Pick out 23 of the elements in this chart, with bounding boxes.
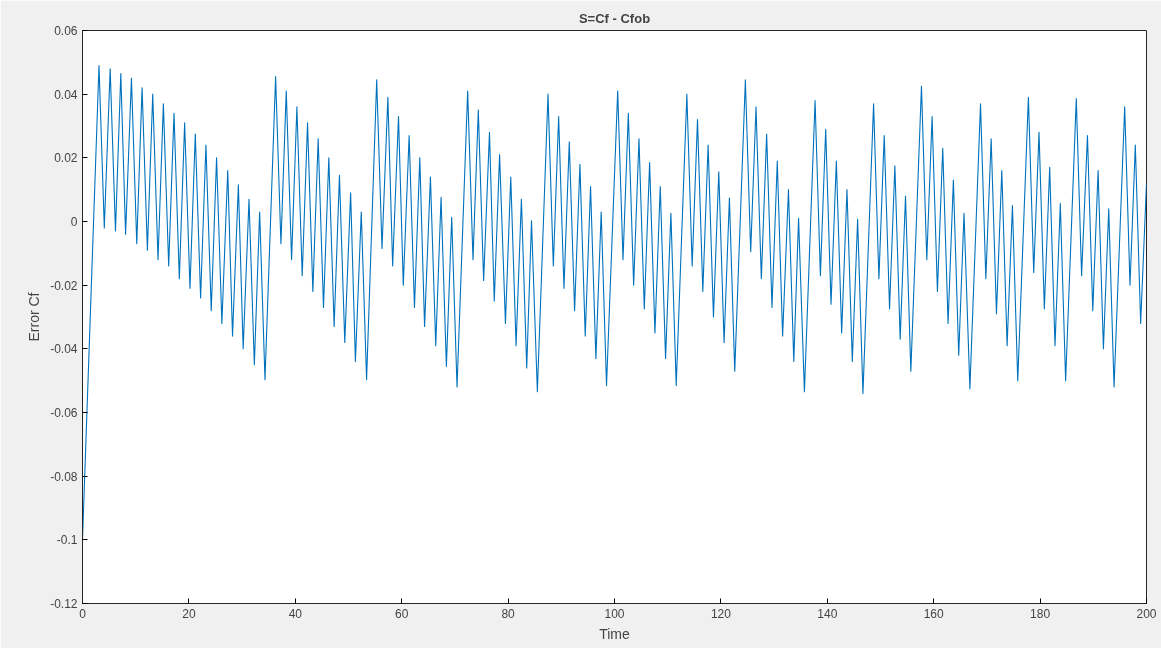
y-tick-label: 0.04 (54, 87, 78, 102)
y-axis-title: Error Cf (26, 292, 43, 342)
y-tick-label: 0.06 (54, 24, 78, 38)
x-tick-label: 180 (1030, 606, 1051, 621)
x-axis-title: Time (599, 625, 631, 642)
x-tick-label: 40 (288, 606, 303, 621)
y-tick-label: 0 (70, 215, 78, 229)
y-tick-label: -0.04 (50, 342, 78, 357)
x-tick-label: 120 (710, 606, 732, 621)
x-tick-label: 140 (817, 606, 838, 621)
chart-title: S=Cf - Cfob (578, 10, 651, 26)
y-tick-label: 0.02 (54, 151, 78, 166)
y-tick-label: -0.02 (50, 278, 78, 293)
x-tick-label: 160 (923, 606, 945, 621)
y-tick-label: -0.12 (50, 597, 78, 611)
y-tick-label: -0.08 (50, 469, 78, 484)
x-tick-label: 80 (501, 606, 516, 621)
x-tick-label: 100 (604, 606, 625, 621)
x-tick-label: 20 (182, 606, 196, 621)
x-tick-label: 200 (1136, 606, 1157, 621)
x-tick-label: 60 (395, 606, 409, 621)
y-tick-label: -0.1 (56, 533, 78, 548)
y-tick-label: -0.06 (50, 406, 78, 420)
